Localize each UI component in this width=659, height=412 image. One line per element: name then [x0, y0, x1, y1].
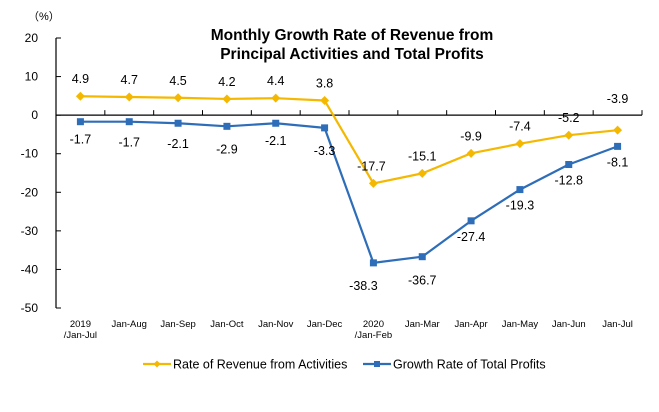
- data-point-square: [223, 122, 231, 130]
- data-label: -3.9: [607, 92, 629, 106]
- data-point-diamond: [222, 94, 232, 104]
- x-tick-label-line: /Jan-Feb: [355, 330, 393, 341]
- y-tick-label: 20: [25, 31, 39, 45]
- y-tick-label: -40: [21, 262, 39, 276]
- x-tick-label-line: Jan-Apr: [454, 319, 487, 330]
- legend: Rate of Revenue from Activities Growth Ra…: [143, 358, 546, 372]
- chart-title-line-2: Principal Activities and Total Profits: [220, 46, 484, 63]
- data-point-square: [467, 217, 475, 225]
- x-tick-label-line: Jan-Nov: [258, 319, 294, 330]
- data-label: 4.9: [72, 72, 89, 86]
- data-point-diamond: [271, 93, 281, 103]
- y-tick-label: -50: [21, 301, 39, 315]
- legend-label-1: Rate of Revenue from Activities: [173, 358, 347, 372]
- x-tick-label-line: Jan-Mar: [405, 319, 440, 330]
- data-point-square: [125, 118, 133, 126]
- data-label: 4.7: [121, 73, 138, 87]
- data-label: 4.4: [267, 74, 284, 88]
- data-label: 3.8: [316, 76, 333, 90]
- y-tick-label: -10: [21, 147, 39, 161]
- x-tick-label-line: Jan-Sep: [160, 319, 195, 330]
- x-tick-label: Jan-Mar: [405, 319, 440, 330]
- data-label: -19.3: [506, 199, 535, 213]
- y-tick-label: 10: [25, 70, 39, 84]
- data-label: -1.7: [118, 136, 140, 150]
- data-point-diamond: [320, 95, 330, 105]
- y-tick-label: -30: [21, 224, 39, 238]
- data-point-diamond: [466, 148, 476, 158]
- data-point-diamond: [173, 93, 183, 103]
- data-point-square: [174, 119, 182, 127]
- data-point-diamond: [75, 91, 85, 101]
- x-tick-label-line: 2019: [70, 319, 91, 330]
- x-tick-label: Jan-Apr: [454, 319, 487, 330]
- legend-label-2: Growth Rate of Total Profits: [393, 358, 546, 372]
- data-label: 4.5: [169, 74, 186, 88]
- data-point-square: [418, 253, 426, 261]
- data-label: -27.4: [457, 230, 486, 244]
- data-label: -1.7: [70, 133, 92, 147]
- data-label: -9.9: [460, 129, 482, 143]
- data-label: -36.7: [408, 274, 437, 288]
- data-point-diamond: [564, 130, 574, 140]
- x-tick-label-line: /Jan-Jul: [64, 330, 97, 341]
- data-label: -2.1: [167, 137, 189, 151]
- x-tick-label: Jan-Sep: [160, 319, 195, 330]
- data-label: 4.2: [218, 75, 235, 89]
- y-unit-label: （%）: [28, 10, 60, 23]
- x-tick-label: Jan-Jun: [552, 319, 586, 330]
- data-label: -12.8: [555, 174, 584, 188]
- data-point-square: [369, 259, 377, 267]
- x-tick-label: Jan-Oct: [210, 319, 244, 330]
- data-label: -2.9: [216, 142, 238, 156]
- data-label: -2.1: [265, 134, 287, 148]
- x-tick-label: Jan-Jul: [602, 319, 633, 330]
- x-tick-label: Jan-Nov: [258, 319, 294, 330]
- series-layer: [75, 91, 623, 267]
- x-tick-label: Jan-May: [502, 319, 539, 330]
- x-tick-label-line: Jan-Jul: [602, 319, 633, 330]
- x-tick-label-line: Jan-Dec: [307, 319, 343, 330]
- data-point-square: [565, 161, 573, 169]
- x-tick-label: Jan-Aug: [112, 319, 147, 330]
- data-label: -7.4: [509, 120, 531, 134]
- axes: 20 10 0 -10 -20 -30 -40 -50 2019/Jan-Jul Jan-Aug J…: [21, 31, 643, 341]
- data-labels: 4.9 4.7 4.5 4.2 4.4 3.8 -17.7 -15.1 -9.9 -7.4 -5.2…: [70, 72, 629, 293]
- chart-title-line-1: Monthly Growth Rate of Revenue from: [211, 27, 493, 44]
- data-label: -15.1: [408, 149, 437, 163]
- data-point-square: [321, 124, 329, 132]
- data-point-diamond: [417, 168, 427, 178]
- data-point-square: [76, 118, 84, 126]
- x-tick-label: 2019/Jan-Jul: [64, 319, 97, 341]
- y-tick-label: -20: [21, 185, 39, 199]
- data-label: -38.3: [349, 279, 378, 293]
- x-tick-label-line: Jan-Jun: [552, 319, 586, 330]
- x-tick-label-line: Jan-May: [502, 319, 539, 330]
- series-line-1: [80, 95, 618, 185]
- data-point-diamond: [613, 125, 623, 135]
- data-point-square: [272, 119, 280, 127]
- x-tick-label-line: Jan-Oct: [210, 319, 244, 330]
- data-point-diamond: [515, 139, 525, 149]
- data-point-square: [516, 186, 524, 194]
- legend-marker-square: [374, 361, 380, 367]
- legend-marker-diamond: [153, 360, 161, 368]
- data-point-diamond: [368, 178, 378, 188]
- data-point-square: [614, 142, 622, 150]
- x-tick-label-line: Jan-Aug: [112, 319, 147, 330]
- data-label: -17.7: [357, 159, 386, 173]
- x-tick-label-line: 2020: [363, 319, 384, 330]
- data-label: -5.2: [558, 111, 580, 125]
- x-tick-label: 2020/Jan-Feb: [355, 319, 393, 341]
- y-tick-label: 0: [31, 108, 38, 122]
- series-line-2: [80, 120, 618, 264]
- x-tick-label: Jan-Dec: [307, 319, 343, 330]
- data-label: -8.1: [607, 155, 629, 169]
- data-point-diamond: [124, 92, 134, 102]
- data-label: -3.3: [314, 144, 336, 158]
